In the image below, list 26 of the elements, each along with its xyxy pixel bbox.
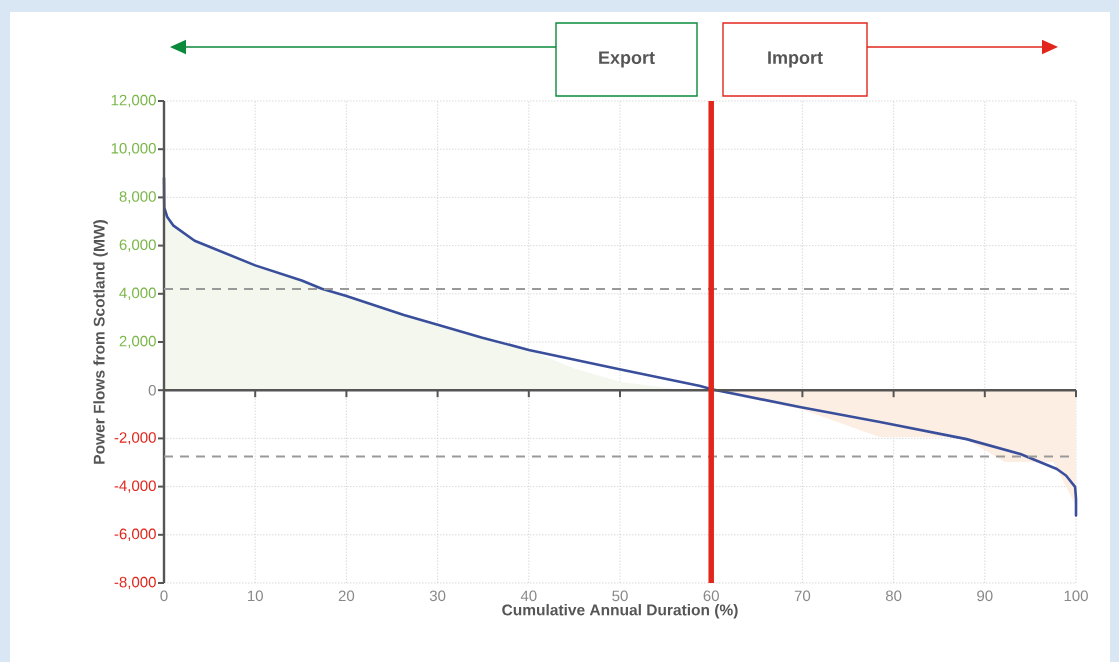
y-tick-label: -2,000	[114, 432, 156, 445]
y-tick-label: 10,000	[111, 143, 156, 156]
x-tick-label: 30	[429, 590, 446, 602]
y-tick-label: 8,000	[119, 191, 156, 204]
x-tick-label: 90	[977, 590, 993, 602]
text: Import	[768, 51, 823, 68]
x-tick-label: 70	[794, 590, 811, 602]
x-tick-label: 60	[703, 590, 719, 602]
text: Export	[599, 51, 655, 68]
y-tick-label: -4,000	[114, 480, 156, 493]
y-axis-title: Power Flows from Scotland (MW)	[93, 220, 108, 464]
y-tick-label: 12,000	[111, 94, 156, 108]
x-tick-label: 50	[612, 590, 628, 602]
x-tick-label: 80	[885, 590, 902, 602]
x-tick-label: 10	[248, 590, 263, 602]
y-tick-label: -8,000	[114, 576, 156, 590]
x-tick-label: 20	[338, 590, 355, 602]
x-tick-label: 100	[1064, 590, 1088, 602]
y-tick-label: 4,000	[119, 287, 156, 300]
y-tick-label: 0	[148, 384, 156, 396]
y-tick-label: 6,000	[119, 239, 156, 252]
x-axis-title: Cumulative Annual Duration (%)	[502, 604, 738, 619]
x-tick-label: 40	[520, 590, 537, 602]
y-tick-label: 2,000	[119, 335, 156, 349]
y-tick-label: -6,000	[114, 528, 156, 541]
x-tick-label: 0	[160, 590, 168, 602]
